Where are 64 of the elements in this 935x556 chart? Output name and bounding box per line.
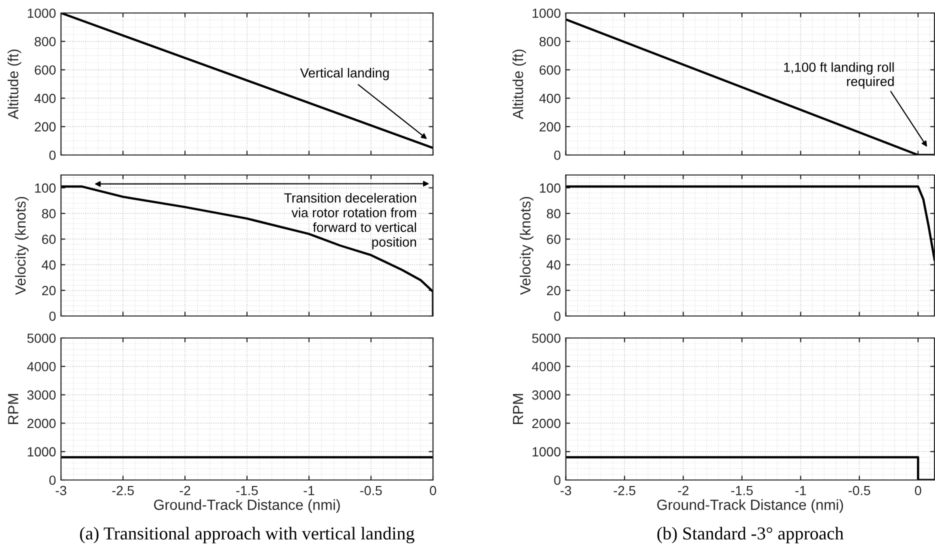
- y-tick-label: 3000: [532, 390, 560, 400]
- y-tick-label: 0: [49, 312, 56, 321]
- x-tick-label: 0: [430, 486, 436, 496]
- y-tick-label: 200: [34, 122, 56, 132]
- y-tick-label: 60: [42, 234, 56, 244]
- x-tick-label: -1.5: [236, 486, 258, 496]
- y-axis-title: Altitude (ft): [512, 50, 526, 120]
- y-tick-label: 5000: [532, 334, 560, 343]
- y-tick-label: 40: [42, 260, 56, 270]
- x-tick-label: -1.5: [731, 486, 753, 496]
- y-tick-label: 100: [35, 183, 56, 193]
- y-tick-label: 3000: [27, 390, 56, 400]
- y-tick-label: 80: [42, 209, 56, 218]
- y-tick-label: 400: [34, 94, 56, 104]
- x-tick-label: -0.5: [360, 486, 382, 496]
- x-tick-label: -1: [795, 486, 806, 496]
- x-tick-label: -2: [678, 486, 688, 496]
- y-tick-label: 0: [554, 476, 560, 485]
- x-tick-label: -2: [180, 486, 190, 496]
- y-tick-label: 40: [546, 260, 560, 270]
- y-tick-label: 400: [539, 94, 560, 104]
- y-tick-label: 20: [546, 286, 560, 296]
- x-tick-label: -2.5: [614, 486, 636, 496]
- y-tick-label: 1000: [28, 447, 56, 457]
- x-axis-title: Ground-Track Distance (nmi): [657, 499, 843, 513]
- y-tick-label: 0: [49, 476, 56, 485]
- y-tick-label: 2000: [27, 418, 56, 428]
- x-tick-label: -3: [560, 486, 572, 496]
- y-axis-title: Velocity (knots): [14, 196, 29, 295]
- x-tick-label: 0: [914, 486, 922, 496]
- y-tick-label: 80: [546, 209, 560, 218]
- x-tick-label: -2.5: [112, 486, 134, 496]
- y-tick-label: 100: [540, 183, 560, 193]
- line-series: [566, 185, 934, 261]
- annotation: 1,100 ft landing roll required: [784, 62, 894, 89]
- y-tick-label: 1000: [532, 8, 560, 18]
- y-tick-label: 4000: [27, 362, 56, 372]
- y-tick-label: 5000: [27, 334, 56, 343]
- y-tick-label: 4000: [532, 362, 560, 372]
- y-tick-label: 2000: [532, 418, 560, 428]
- x-tick-label: -3: [56, 486, 66, 496]
- y-tick-label: 20: [42, 286, 56, 296]
- x-axis-title: Ground-Track Distance (nmi): [154, 499, 340, 513]
- y-tick-label: 800: [540, 36, 560, 46]
- y-axis-title: Altitude (ft): [8, 50, 22, 120]
- y-tick-label: 800: [34, 36, 56, 46]
- y-tick-label: 60: [546, 234, 560, 244]
- y-axis-title: RPM: [8, 394, 18, 424]
- text: (b) Standard -3° approach: [657, 526, 844, 544]
- y-axis-title: RPM: [513, 394, 524, 424]
- y-tick-label: 1000: [532, 447, 560, 457]
- text: (a) Transitional approach with vertical landing: [80, 526, 414, 544]
- annotation: Transition deceleration via rotor rotation from forward to vertical position: [284, 192, 416, 250]
- y-axis-title: Velocity (knots): [520, 196, 534, 295]
- x-tick-label: -1: [304, 486, 314, 496]
- y-tick-label: 0: [49, 150, 56, 160]
- x-tick-label: -0.5: [848, 486, 870, 496]
- y-tick-label: 600: [540, 65, 560, 75]
- y-tick-label: 0: [554, 150, 560, 160]
- annotation: Vertical landing: [300, 68, 389, 80]
- y-tick-label: 1000: [28, 8, 56, 18]
- y-tick-label: 0: [554, 312, 560, 321]
- y-tick-label: 200: [540, 122, 560, 132]
- y-tick-label: 600: [34, 65, 56, 75]
